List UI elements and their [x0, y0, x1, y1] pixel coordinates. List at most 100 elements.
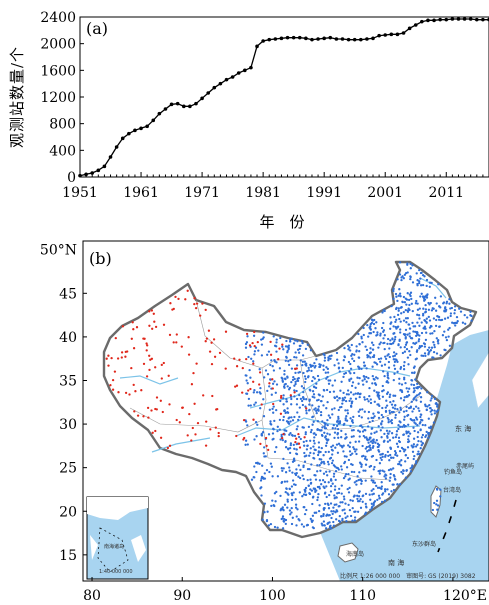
- station-east: [388, 347, 391, 350]
- station-east: [389, 316, 392, 319]
- station-west: [190, 439, 193, 442]
- station-west: [252, 380, 255, 383]
- station-east: [367, 417, 370, 420]
- station-east: [252, 334, 256, 337]
- station-east: [449, 314, 452, 318]
- station-east: [423, 318, 426, 322]
- station-east: [312, 393, 316, 396]
- station-west: [248, 344, 252, 347]
- station-east: [400, 312, 403, 315]
- station-east: [424, 404, 427, 408]
- station-east: [303, 444, 306, 447]
- station-east: [255, 391, 259, 394]
- station-east: [446, 316, 450, 319]
- station-east: [258, 391, 261, 394]
- station-west: [235, 365, 239, 368]
- station-east: [397, 309, 400, 312]
- station-east: [276, 475, 280, 478]
- station-east: [328, 433, 331, 436]
- station-east: [404, 448, 407, 451]
- station-east: [426, 391, 429, 394]
- station-east: [456, 320, 459, 323]
- station-east: [327, 481, 330, 484]
- station-east: [372, 487, 375, 491]
- station-east: [393, 360, 397, 364]
- station-east: [418, 324, 421, 327]
- station-east: [363, 364, 367, 367]
- station-east: [377, 416, 381, 420]
- data-point: [328, 35, 333, 40]
- station-east: [402, 319, 406, 322]
- station-east: [287, 448, 290, 451]
- station-east: [283, 383, 286, 386]
- station-east: [265, 518, 269, 522]
- station-east: [416, 349, 419, 352]
- station-east: [349, 404, 353, 407]
- station-east: [350, 354, 353, 357]
- station-east: [404, 317, 408, 320]
- station-east: [394, 413, 397, 417]
- station-east: [327, 507, 331, 510]
- station-east: [409, 275, 412, 278]
- station-east: [402, 364, 406, 367]
- station-east: [287, 344, 291, 347]
- station-east: [400, 278, 403, 282]
- station-east: [283, 377, 287, 380]
- station-east: [331, 384, 334, 387]
- station-east: [399, 397, 403, 400]
- station-east: [437, 342, 440, 345]
- station-east: [347, 472, 350, 476]
- station-east: [369, 401, 373, 405]
- station-east: [296, 411, 299, 414]
- station-east: [328, 521, 331, 524]
- station-east: [469, 310, 472, 313]
- station-east: [382, 440, 386, 443]
- station-east: [394, 292, 398, 296]
- station-east: [326, 432, 329, 435]
- station-east: [260, 434, 264, 437]
- station-east: [256, 423, 259, 426]
- station-east: [423, 325, 427, 328]
- station-east: [425, 331, 428, 334]
- lon-tick-label: 110: [349, 588, 376, 604]
- station-west: [209, 428, 212, 431]
- station-east: [400, 470, 403, 474]
- station-west: [187, 353, 191, 356]
- station-east: [280, 467, 283, 470]
- station-east: [376, 445, 379, 449]
- station-east: [427, 417, 430, 420]
- station-east: [306, 444, 309, 447]
- station-east: [282, 385, 286, 388]
- station-east: [255, 435, 258, 438]
- station-east: [282, 415, 285, 419]
- station-east: [417, 407, 420, 410]
- station-east: [382, 337, 385, 340]
- station-east: [392, 355, 395, 358]
- station-east: [423, 297, 426, 300]
- station-east: [369, 325, 372, 328]
- station-east: [392, 287, 395, 291]
- station-east: [301, 495, 304, 498]
- station-west: [107, 354, 110, 357]
- station-west: [160, 363, 163, 367]
- station-east: [415, 357, 418, 360]
- station-east: [414, 378, 417, 381]
- station-east: [295, 452, 298, 455]
- station-east: [298, 370, 302, 374]
- station-east: [294, 380, 297, 384]
- station-east: [410, 379, 414, 382]
- station-east: [392, 378, 395, 382]
- station-east: [309, 481, 313, 485]
- station-east: [321, 395, 324, 398]
- station-west: [154, 325, 158, 329]
- station-east: [291, 471, 294, 474]
- station-east: [413, 371, 416, 375]
- station-east: [271, 475, 274, 478]
- station-east: [282, 397, 285, 400]
- station-east: [344, 516, 347, 519]
- station-west: [169, 302, 172, 305]
- station-east: [399, 367, 402, 370]
- data-point: [395, 32, 400, 37]
- station-east: [398, 382, 401, 385]
- station-east: [387, 454, 390, 458]
